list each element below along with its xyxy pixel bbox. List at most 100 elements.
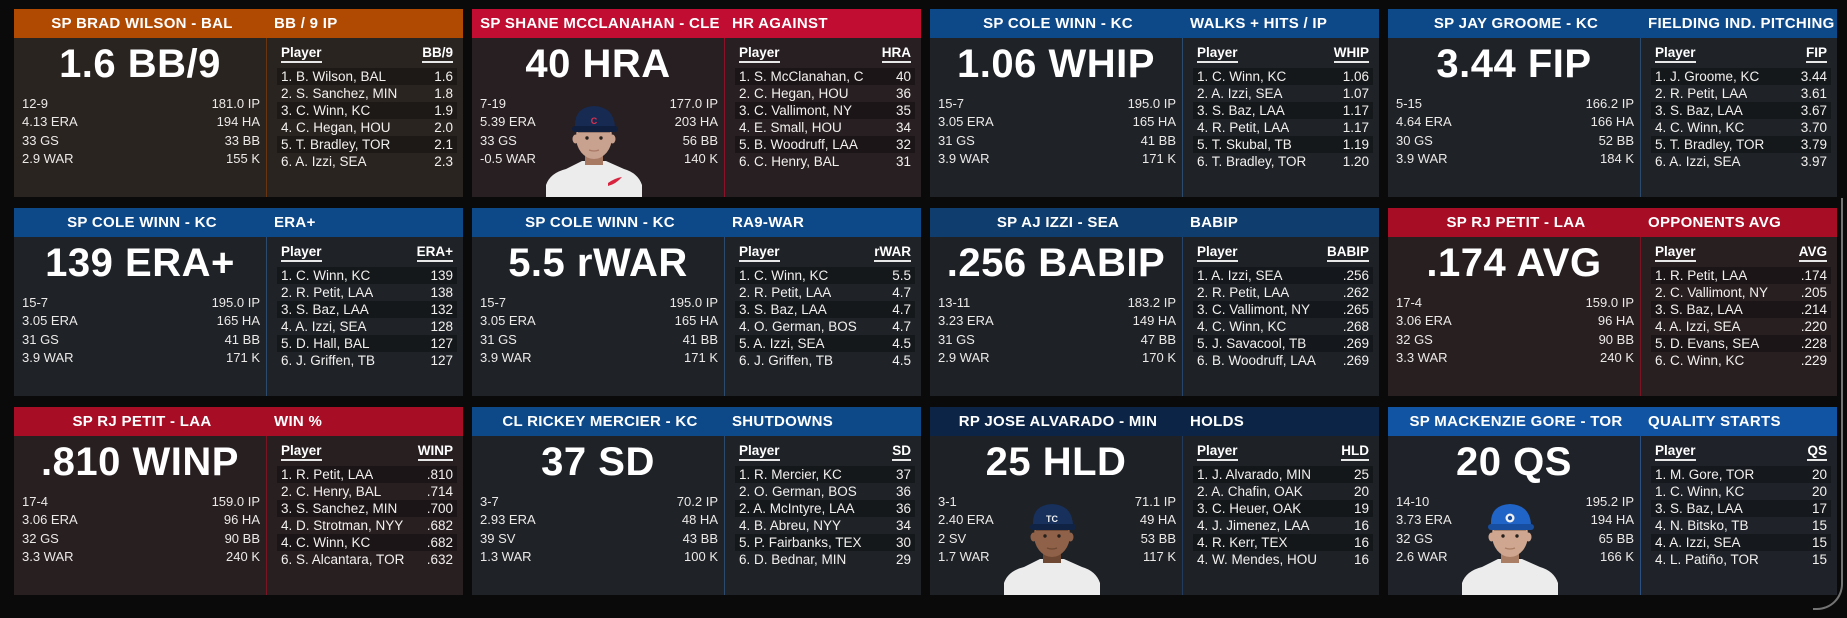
leaderboard-row[interactable]: 2. R. Petit, LAA .262 <box>1197 285 1369 300</box>
leaderboard-row[interactable]: 4. W. Mendes, HOU 16 <box>1197 552 1369 567</box>
panel-header[interactable]: SP RJ PETIT - LAA WIN % <box>14 407 463 436</box>
leaderboard-row[interactable]: 3. C. Winn, KC 1.9 <box>277 102 457 119</box>
column-header-player[interactable]: Player <box>281 45 322 63</box>
leaderboard-row[interactable]: 6. B. Woodruff, LAA .269 <box>1197 353 1369 368</box>
leaderboard-row[interactable]: 3. C. Heuer, OAK 19 <box>1193 500 1373 517</box>
leaderboard-row[interactable]: 1. R. Petit, LAA .810 <box>277 466 457 483</box>
column-header-player[interactable]: Player <box>1655 443 1696 461</box>
column-header-value[interactable]: SD <box>892 443 911 461</box>
leaderboard-row[interactable]: 1. J. Groome, KC 3.44 <box>1651 68 1831 85</box>
leaderboard-row[interactable]: 6. A. Izzi, SEA 2.3 <box>281 154 453 169</box>
leaderboard-row[interactable]: 1. J. Alvarado, MIN 25 <box>1193 466 1373 483</box>
leaderboard-row[interactable]: 2. C. Henry, BAL .714 <box>281 484 453 499</box>
leaderboard-row[interactable]: 2. O. German, BOS 36 <box>739 484 911 499</box>
column-header-player[interactable]: Player <box>739 443 780 461</box>
leaderboard-row[interactable]: 5. J. Savacool, TB .269 <box>1193 335 1373 352</box>
column-header-player[interactable]: Player <box>1655 244 1696 262</box>
leaderboard-row[interactable]: 4. O. German, BOS 4.7 <box>739 319 911 334</box>
leaderboard-row[interactable]: 1. R. Petit, LAA .174 <box>1651 267 1831 284</box>
leaderboard-row[interactable]: 6. J. Griffen, TB 127 <box>281 353 453 368</box>
leaderboard-row[interactable]: 1. C. Winn, KC 5.5 <box>735 267 915 284</box>
leaderboard-row[interactable]: 4. A. Izzi, SEA 128 <box>281 319 453 334</box>
panel-header[interactable]: CL RICKEY MERCIER - KC SHUTDOWNS <box>472 407 921 436</box>
column-header-value[interactable]: WHIP <box>1333 45 1369 63</box>
column-header-player[interactable]: Player <box>1655 45 1696 63</box>
panel-header[interactable]: RP JOSE ALVARADO - MIN HOLDS <box>930 407 1379 436</box>
leaderboard-row[interactable]: 3. S. Sanchez, MIN .700 <box>277 500 457 517</box>
leaderboard-row[interactable]: 4. J. Jimenez, LAA 16 <box>1197 518 1369 533</box>
leaderboard-row[interactable]: 5. T. Bradley, TOR 2.1 <box>277 136 457 153</box>
leaderboard-row[interactable]: 6. C. Henry, BAL 31 <box>739 154 911 169</box>
leaderboard-row[interactable]: 6. S. Alcantara, TOR .632 <box>281 552 453 567</box>
leaderboard-row[interactable]: 2. A. McIntyre, LAA 36 <box>735 500 915 517</box>
leaderboard-row[interactable]: 4. D. Strotman, NYY .682 <box>281 518 453 533</box>
leaderboard-row[interactable]: 3. S. Baz, LAA 132 <box>277 301 457 318</box>
leaderboard-row[interactable]: 6. C. Winn, KC .229 <box>1655 353 1827 368</box>
leaderboard-row[interactable]: 5. D. Evans, SEA .228 <box>1651 335 1831 352</box>
panel-header[interactable]: SP JAY GROOME - KC FIELDING IND. PITCHIN… <box>1388 9 1837 38</box>
leaderboard-row[interactable]: 3. S. Baz, LAA 4.7 <box>735 301 915 318</box>
panel-header[interactable]: SP RJ PETIT - LAA OPPONENTS AVG <box>1388 208 1837 237</box>
leaderboard-row[interactable]: 4. C. Winn, KC .682 <box>277 534 457 551</box>
leaderboard-row[interactable]: 2. A. Chafin, OAK 20 <box>1197 484 1369 499</box>
column-header-player[interactable]: Player <box>1197 45 1238 63</box>
leaderboard-row[interactable]: 5. B. Woodruff, LAA 32 <box>735 136 915 153</box>
leaderboard-row[interactable]: 2. R. Petit, LAA 138 <box>281 285 453 300</box>
column-header-value[interactable]: AVG <box>1798 244 1827 262</box>
leaderboard-row[interactable]: 1. R. Mercier, KC 37 <box>735 466 915 483</box>
leaderboard-row[interactable]: 5. P. Fairbanks, TEX 30 <box>735 534 915 551</box>
leaderboard-row[interactable]: 4. A. Izzi, SEA 15 <box>1651 534 1831 551</box>
leaderboard-row[interactable]: 1. B. Wilson, BAL 1.6 <box>277 68 457 85</box>
leaderboard-row[interactable]: 5. D. Hall, BAL 127 <box>277 335 457 352</box>
leaderboard-row[interactable]: 6. A. Izzi, SEA 3.97 <box>1655 154 1827 169</box>
leaderboard-row[interactable]: 4. R. Kerr, TEX 16 <box>1193 534 1373 551</box>
panel-header[interactable]: SP COLE WINN - KC RA9-WAR <box>472 208 921 237</box>
column-header-player[interactable]: Player <box>1197 244 1238 262</box>
scrollbar[interactable] <box>1813 198 1843 610</box>
column-header-value[interactable]: HRA <box>881 45 911 63</box>
leaderboard-row[interactable]: 4. R. Petit, LAA 1.17 <box>1197 120 1369 135</box>
leaderboard-row[interactable]: 4. B. Abreu, NYY 34 <box>739 518 911 533</box>
leaderboard-row[interactable]: 2. S. Sanchez, MIN 1.8 <box>281 86 453 101</box>
column-header-value[interactable]: BABIP <box>1326 244 1369 262</box>
column-header-value[interactable]: QS <box>1807 443 1827 461</box>
column-header-value[interactable]: WINP <box>417 443 453 461</box>
leaderboard-row[interactable]: 4. C. Winn, KC 3.70 <box>1655 120 1827 135</box>
leaderboard-row[interactable]: 4. C. Winn, KC .268 <box>1197 319 1369 334</box>
panel-header[interactable]: SP AJ IZZI - SEA BABIP <box>930 208 1379 237</box>
column-header-player[interactable]: Player <box>739 244 780 262</box>
leaderboard-row[interactable]: 2. R. Petit, LAA 3.61 <box>1655 86 1827 101</box>
leaderboard-row[interactable]: 6. T. Bradley, TOR 1.20 <box>1197 154 1369 169</box>
column-header-value[interactable]: ERA+ <box>416 244 453 262</box>
leaderboard-row[interactable]: 4. C. Hegan, HOU 2.0 <box>281 120 453 135</box>
leaderboard-row[interactable]: 3. S. Baz, LAA 17 <box>1651 500 1831 517</box>
leaderboard-row[interactable]: 6. J. Griffen, TB 4.5 <box>739 353 911 368</box>
panel-header[interactable]: SP SHANE MCCLANAHAN - CLE HR AGAINST <box>472 9 921 38</box>
leaderboard-row[interactable]: 2. C. Vallimont, NY .205 <box>1655 285 1827 300</box>
leaderboard-row[interactable]: 2. C. Hegan, HOU 36 <box>739 86 911 101</box>
leaderboard-row[interactable]: 4. A. Izzi, SEA .220 <box>1655 319 1827 334</box>
panel-header[interactable]: SP COLE WINN - KC WALKS + HITS / IP <box>930 9 1379 38</box>
leaderboard-row[interactable]: 3. S. Baz, LAA 3.67 <box>1651 102 1831 119</box>
panel-header[interactable]: SP MACKENZIE GORE - TOR QUALITY STARTS <box>1388 407 1837 436</box>
leaderboard-row[interactable]: 5. T. Skubal, TB 1.19 <box>1193 136 1373 153</box>
leaderboard-row[interactable]: 3. S. Baz, LAA 1.17 <box>1193 102 1373 119</box>
panel-header[interactable]: SP BRAD WILSON - BAL BB / 9 IP <box>14 9 463 38</box>
leaderboard-row[interactable]: 5. A. Izzi, SEA 4.5 <box>735 335 915 352</box>
leaderboard-row[interactable]: 3. C. Vallimont, NY 35 <box>735 102 915 119</box>
leaderboard-row[interactable]: 1. C. Winn, KC 1.06 <box>1193 68 1373 85</box>
column-header-player[interactable]: Player <box>281 443 322 461</box>
leaderboard-row[interactable]: 3. C. Vallimont, NY .265 <box>1193 301 1373 318</box>
panel-header[interactable]: SP COLE WINN - KC ERA+ <box>14 208 463 237</box>
column-header-value[interactable]: BB/9 <box>422 45 453 63</box>
column-header-value[interactable]: FIP <box>1805 45 1827 63</box>
leaderboard-row[interactable]: 4. N. Bitsko, TB 15 <box>1655 518 1827 533</box>
leaderboard-row[interactable]: 6. D. Bednar, MIN 29 <box>739 552 911 567</box>
leaderboard-row[interactable]: 1. C. Winn, KC 20 <box>1655 484 1827 499</box>
column-header-player[interactable]: Player <box>1197 443 1238 461</box>
leaderboard-row[interactable]: 1. M. Gore, TOR 20 <box>1651 466 1831 483</box>
leaderboard-row[interactable]: 4. L. Patiño, TOR 15 <box>1655 552 1827 567</box>
column-header-player[interactable]: Player <box>739 45 780 63</box>
leaderboard-row[interactable]: 4. E. Small, HOU 34 <box>739 120 911 135</box>
leaderboard-row[interactable]: 2. R. Petit, LAA 4.7 <box>739 285 911 300</box>
